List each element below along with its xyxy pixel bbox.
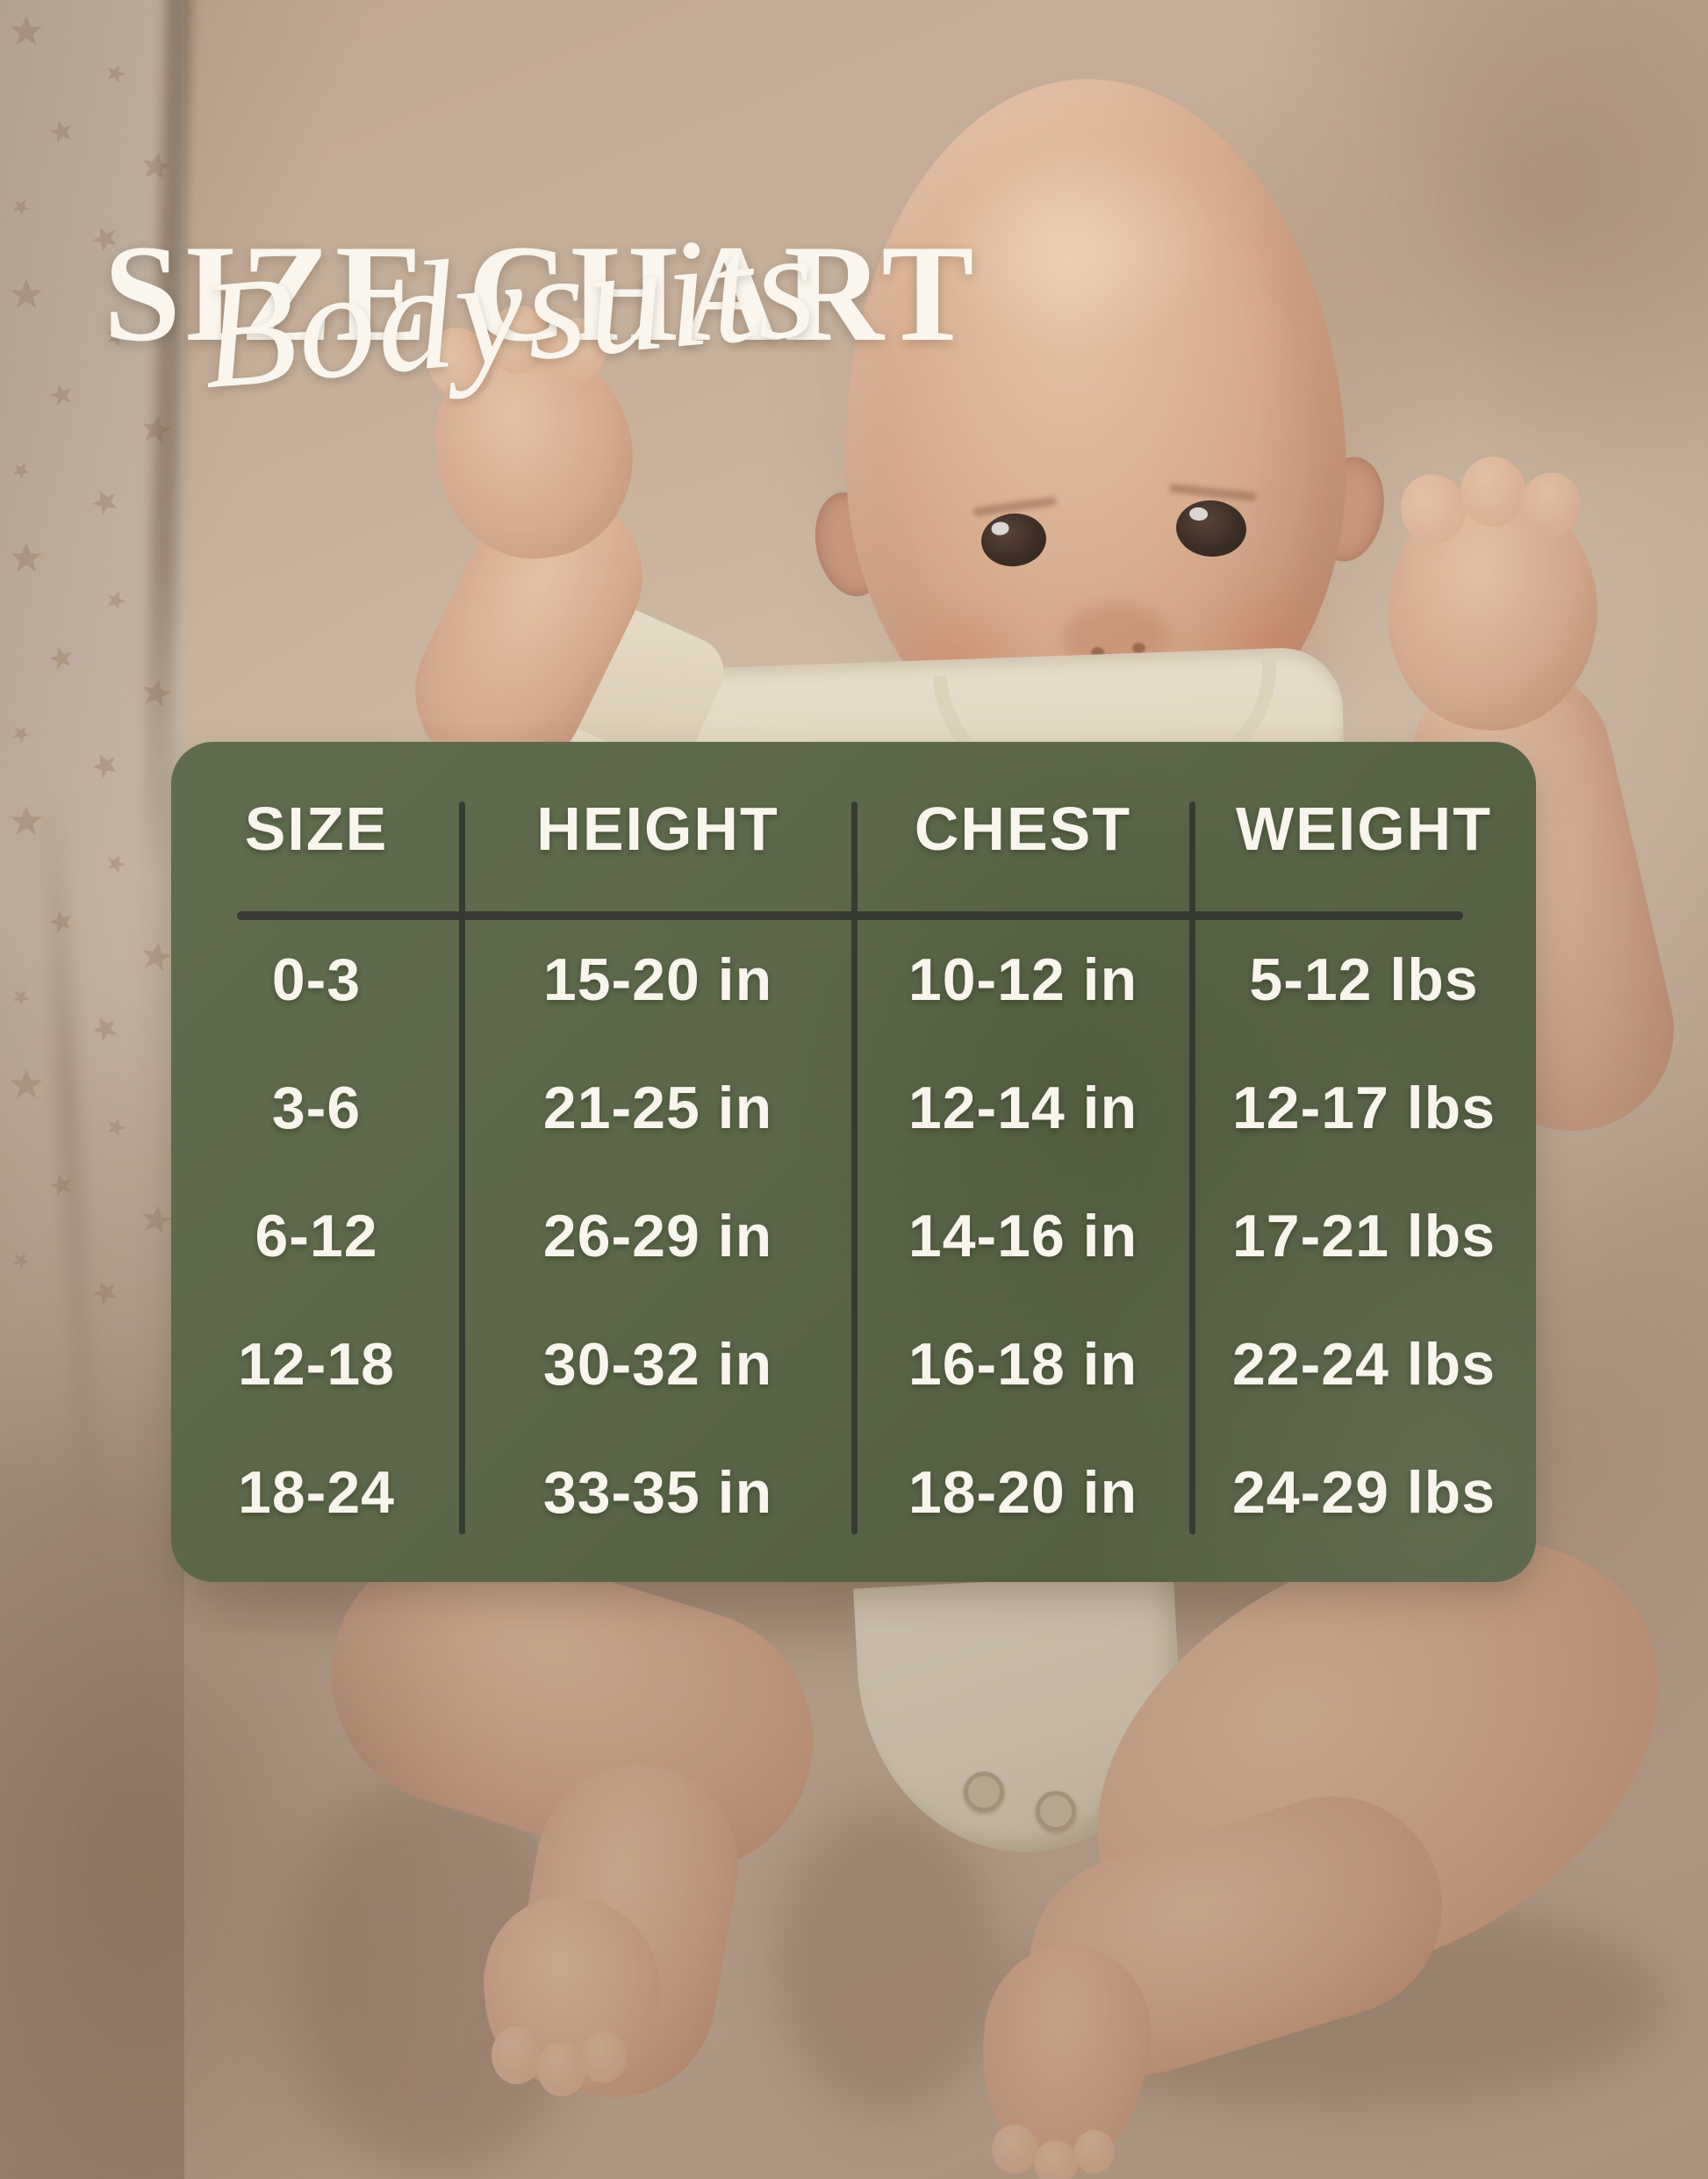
limb-shadow	[772, 1800, 1001, 2116]
table-cell-chest: 10-12 in	[908, 946, 1138, 1013]
right-nostril	[1132, 643, 1145, 653]
table-cell-weight: 5-12 lbs	[1249, 946, 1479, 1013]
table-cell-weight: 12-17 lbs	[1231, 1075, 1496, 1141]
table-cell-size: 3-6	[271, 1075, 362, 1141]
column-header-chest: CHEST	[914, 795, 1132, 863]
bodysuit-snap-button	[964, 1772, 1004, 1812]
table-cell-weight: 17-21 lbs	[1231, 1203, 1496, 1269]
table-cell-height: 15-20 in	[542, 946, 773, 1013]
table-cell-size: 18-24	[238, 1459, 395, 1526]
bodysuit-snap-button	[1036, 1791, 1076, 1831]
table-cell-height: 33-35 in	[542, 1459, 773, 1526]
table-cell-chest: 16-18 in	[908, 1331, 1138, 1398]
star-fabric-strip	[0, 0, 184, 2179]
column-header-size: SIZE	[244, 795, 389, 863]
table-cell-size: 6-12	[255, 1203, 378, 1269]
finger	[492, 2026, 542, 2084]
finger	[537, 2042, 586, 2096]
table-cell-height: 21-25 in	[542, 1075, 773, 1141]
table-cell-size: 0-3	[271, 946, 362, 1013]
column-header-height: HEIGHT	[536, 795, 779, 863]
table-cell-chest: 18-20 in	[908, 1459, 1138, 1526]
toe	[1034, 2140, 1078, 2179]
finger	[488, 306, 549, 374]
toe	[992, 2125, 1037, 2174]
toe	[1074, 2130, 1115, 2174]
column-divider	[459, 802, 465, 1535]
column-header-weight: WEIGHT	[1236, 795, 1492, 863]
table-cell-chest: 14-16 in	[908, 1203, 1138, 1269]
column-divider	[851, 802, 858, 1535]
table-cell-chest: 12-14 in	[908, 1075, 1138, 1141]
finger	[581, 2032, 627, 2082]
page-title: SIZE CHART	[104, 216, 977, 370]
column-divider	[1189, 802, 1195, 1535]
table-cell-weight: 22-24 lbs	[1231, 1331, 1496, 1398]
header-underline	[237, 911, 1463, 920]
table-cell-height: 30-32 in	[542, 1331, 773, 1398]
table-cell-size: 12-18	[238, 1331, 395, 1398]
size-table-panel: SIZE HEIGHT CHEST WEIGHT 0-3 15-20 in 10…	[171, 742, 1536, 1582]
finger	[1460, 457, 1525, 527]
table-cell-height: 26-29 in	[542, 1203, 773, 1269]
table-cell-weight: 24-29 lbs	[1231, 1459, 1496, 1526]
forehead-highlight	[930, 149, 1220, 351]
